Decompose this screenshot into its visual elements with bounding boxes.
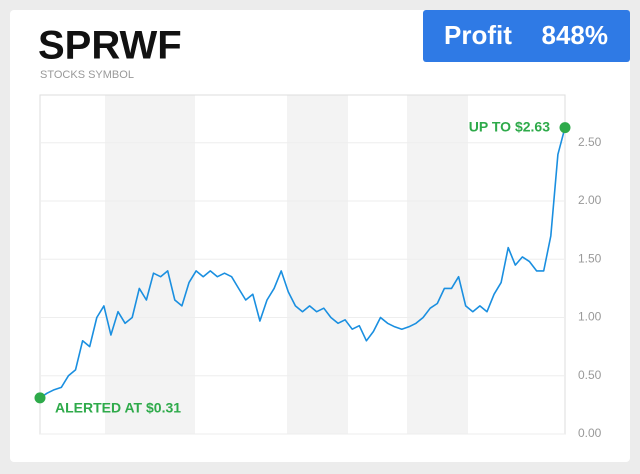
y-tick-label: 1.50 — [578, 251, 602, 265]
start-marker — [34, 392, 46, 404]
chart-title: SPRWF — [38, 24, 182, 68]
y-tick-label: 2.50 — [578, 135, 602, 149]
y-tick-label: 0.00 — [578, 426, 602, 440]
badge-label: Profit — [444, 20, 512, 50]
band — [105, 95, 195, 434]
badge-value: 848% — [542, 20, 609, 50]
end-annotation: UP TO $2.63 — [469, 118, 550, 134]
profit-badge — [423, 10, 630, 62]
subtitle: STOCKS SYMBOL — [40, 69, 134, 81]
price-line — [39, 127, 566, 399]
y-tick-label: 1.00 — [578, 310, 602, 324]
end-marker — [559, 122, 571, 134]
band — [407, 95, 468, 434]
y-tick-label: 0.50 — [578, 368, 602, 382]
band — [287, 95, 348, 434]
y-tick-label: 2.00 — [578, 193, 602, 207]
start-annotation: ALERTED AT $0.31 — [55, 400, 181, 416]
